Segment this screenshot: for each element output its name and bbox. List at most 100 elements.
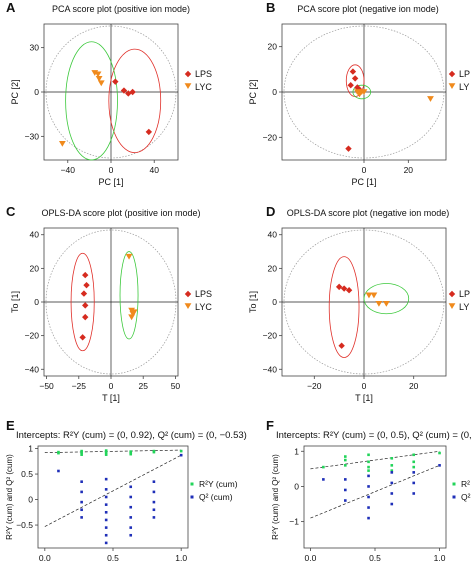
q2-point: [104, 503, 108, 506]
legend: LP LY: [448, 69, 470, 92]
r2y-point: [322, 465, 325, 469]
y-axis-label: PC [2]: [10, 79, 20, 104]
r2y-regression-line: [44, 449, 182, 453]
lps-point: [112, 78, 119, 85]
r2y-point: [344, 464, 347, 467]
r2y-point: [367, 469, 370, 472]
lps-point: [120, 87, 128, 94]
lps-point: [349, 68, 357, 75]
r2y-point: [390, 457, 394, 460]
x-tick-label: −25: [72, 381, 87, 391]
lyc-ellipse: [119, 251, 139, 340]
legend-q2-marker: [190, 495, 194, 499]
q2-point: [129, 533, 133, 537]
q2-point: [104, 541, 108, 545]
lyc-point: [360, 89, 368, 96]
q2-point: [129, 505, 133, 509]
panel-c: C OPLS-DA score plot (positive ion mode) −…: [6, 204, 212, 403]
q2-point: [390, 471, 394, 474]
lyc-point: [370, 292, 378, 299]
lps-point: [82, 271, 89, 279]
r2y-point: [412, 465, 416, 469]
panel-letter: B: [266, 0, 275, 15]
lyc-ellipse: [363, 283, 410, 315]
legend-lyc-marker: [448, 303, 456, 310]
x-tick-label: 0: [109, 381, 114, 391]
x-tick-label: 0.0: [305, 553, 317, 563]
q2-point: [367, 506, 370, 509]
r2y-point: [412, 453, 416, 457]
confidence-circle: [283, 229, 445, 375]
lyc-ellipse: [352, 84, 372, 100]
chart-title: Intercepts: R²Y (cum) = (0, 0.5), Q² (cu…: [276, 430, 474, 441]
r2y-point: [104, 451, 108, 455]
lps-point: [351, 75, 359, 82]
q2-point: [152, 516, 156, 519]
q2-point: [412, 471, 416, 474]
legend-lps-label: LP: [459, 69, 470, 79]
lps-point: [80, 290, 88, 297]
r2y-point: [104, 453, 108, 456]
q2-point: [412, 481, 416, 485]
plot-frame: [37, 445, 189, 549]
x-tick-label: −50: [39, 381, 54, 391]
q2-point: [57, 469, 60, 473]
lyc-point: [375, 300, 383, 307]
lps-point: [338, 342, 345, 349]
r2y-point: [438, 451, 441, 455]
q2-point: [367, 485, 370, 488]
lyc-point: [130, 309, 138, 316]
y-tick-label: −30: [25, 131, 40, 141]
q2-point: [367, 516, 370, 520]
y-tick-label: 20: [30, 263, 40, 273]
legend-lyc-marker: [184, 83, 192, 90]
legend-q2-label: Q² (cum): [199, 492, 233, 502]
r2y-regression-line: [310, 450, 440, 470]
legend-r2y-marker: [190, 482, 194, 486]
q2-point: [152, 480, 156, 483]
legend-lyc-label: LY: [459, 302, 469, 312]
lps-ellipse: [70, 252, 95, 352]
q2-point: [104, 518, 108, 522]
confidence-circle: [283, 25, 445, 159]
y-tick-label: −20: [263, 132, 278, 142]
r2y-point: [367, 465, 370, 469]
y-tick-label: 0: [294, 481, 299, 491]
q2-point: [80, 500, 83, 504]
q2-point: [80, 516, 83, 519]
q2-point: [322, 478, 325, 481]
lps-point: [79, 334, 86, 341]
legend-lps-label: LP: [459, 289, 470, 299]
y-tick-label: 40: [30, 230, 40, 240]
chart-title: PCA score plot (negative ion mode): [297, 4, 439, 14]
q2-point: [129, 495, 133, 499]
q2-point: [344, 478, 347, 481]
legend-r2y-label: R²Y (cum): [199, 479, 238, 489]
lps-point: [340, 285, 348, 292]
q2-point: [80, 490, 83, 494]
y-tick-label: 20: [268, 42, 278, 52]
lps-point: [129, 88, 136, 96]
y-tick-label: 20: [268, 263, 278, 273]
q2-point: [152, 490, 156, 494]
x-tick-label: −20: [307, 381, 322, 391]
y-tick-label: 0: [272, 297, 277, 307]
r2y-point: [129, 451, 133, 454]
r2y-point: [57, 451, 60, 455]
legend-lps-label: LPS: [195, 289, 212, 299]
legend-lps-marker: [184, 290, 192, 298]
y-tick-label: 30: [30, 43, 40, 53]
q2-point: [152, 508, 156, 512]
legend-r2y-marker: [452, 482, 456, 486]
y-tick-label: 0: [28, 495, 33, 505]
q2-point: [367, 474, 370, 478]
y-axis-label: R²Y (cum) and Q² (cum): [5, 454, 14, 540]
x-axis-label: PC [1]: [98, 177, 123, 187]
r2y-point: [344, 458, 347, 462]
x-tick-label: 1.0: [434, 553, 446, 563]
q2-point: [390, 481, 394, 485]
panel-b: B PCA score plot (negative ion mode) 0 20 −2…: [248, 0, 470, 187]
q2-point: [344, 499, 347, 502]
